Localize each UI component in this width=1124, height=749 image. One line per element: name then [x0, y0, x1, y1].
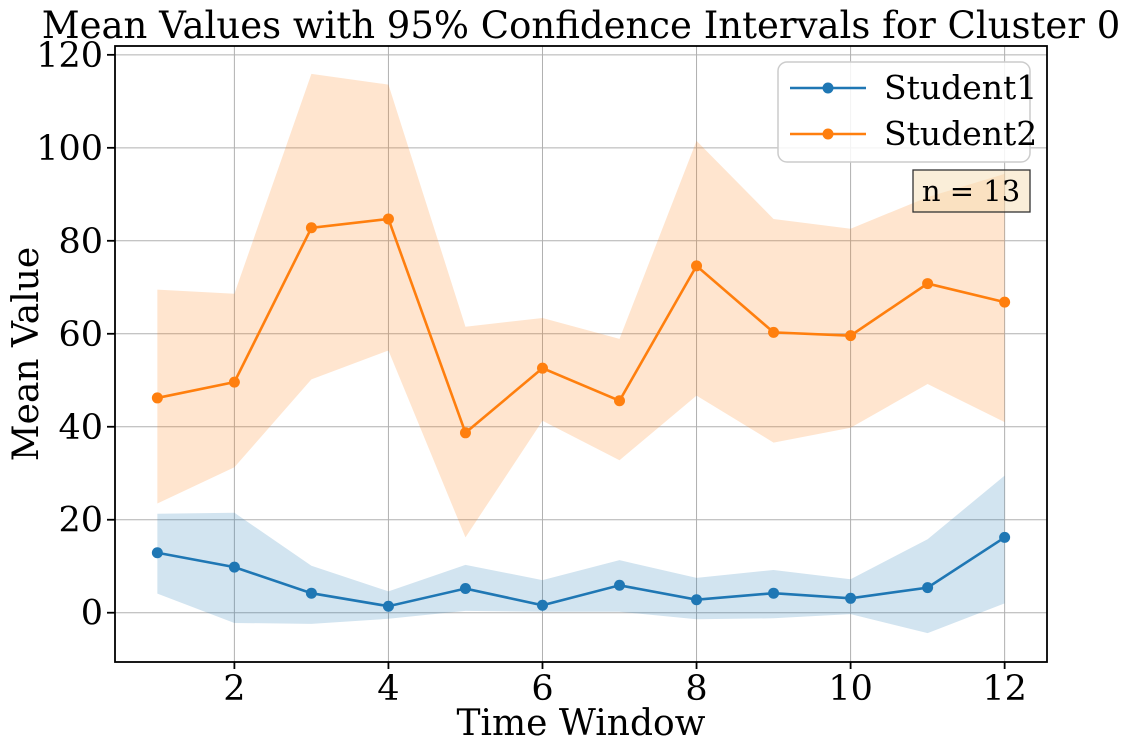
legend-marker-student1: [822, 82, 834, 94]
data-point-student2: [382, 213, 394, 225]
confidence-band-student1: [157, 475, 1005, 634]
data-point-student2: [768, 326, 780, 338]
data-point-student2: [305, 222, 317, 234]
data-point-student2: [922, 278, 934, 290]
data-point-student1: [382, 600, 394, 612]
x-tick-label: 2: [223, 669, 245, 709]
data-point-student2: [845, 330, 857, 342]
legend-label-student2: Student2: [884, 114, 1037, 153]
x-axis-label: Time Window: [456, 703, 705, 744]
y-tick-label: 80: [58, 222, 103, 262]
legend-entry-student1: Student1: [790, 68, 1037, 107]
plot-border: [114, 45, 1048, 663]
chart-title: Mean Values with 95% Confidence Interval…: [42, 4, 1121, 47]
data-point-student1: [691, 594, 703, 606]
data-point-student2: [536, 362, 548, 374]
data-point-student1: [999, 531, 1011, 543]
annotation-box-rect: [912, 169, 1031, 213]
data-point-student1: [922, 582, 934, 594]
legend-entry-student2: Student2: [790, 114, 1037, 153]
confidence-band-student2: [157, 73, 1005, 538]
legend-marker-student2: [822, 128, 834, 140]
data-point-student1: [614, 579, 626, 591]
data-point-student1: [151, 547, 163, 559]
x-tick-label: 12: [982, 669, 1027, 709]
data-point-student1: [845, 592, 857, 604]
y-axis-label: Mean Value: [6, 247, 47, 461]
data-point-student2: [228, 376, 240, 388]
legend: Student1 Student2: [777, 61, 1037, 163]
x-tick-label: 6: [531, 669, 553, 709]
data-point-student2: [151, 392, 163, 404]
data-point-student1: [768, 587, 780, 599]
data-point-student2: [999, 296, 1011, 308]
data-point-student1: [459, 583, 471, 595]
data-point-student2: [614, 395, 626, 407]
mean-line-student1: [157, 536, 1006, 608]
mean-line-student2: [157, 217, 1005, 435]
x-tick-label: 10: [828, 669, 873, 709]
data-point-student2: [459, 427, 471, 439]
y-tick-label: 120: [36, 36, 103, 76]
series-student2: [151, 213, 1011, 439]
data-point-student1: [305, 587, 317, 599]
x-tick-label: 4: [377, 669, 399, 709]
y-tick-label: 40: [58, 408, 103, 448]
x-tick-label: 8: [685, 669, 707, 709]
data-point-student1: [536, 599, 548, 611]
y-tick-label: 0: [81, 594, 103, 634]
series-student1: [151, 531, 1011, 612]
y-tick-label: 60: [58, 315, 103, 355]
annotation-text: n = 13: [922, 174, 1020, 208]
data-point-student1: [228, 561, 240, 573]
y-tick-label: 100: [36, 129, 103, 169]
legend-label-student1: Student1: [884, 68, 1037, 107]
y-tick-label: 20: [58, 501, 103, 541]
annotation-box: n = 13: [912, 169, 1031, 213]
data-point-student2: [691, 260, 703, 272]
